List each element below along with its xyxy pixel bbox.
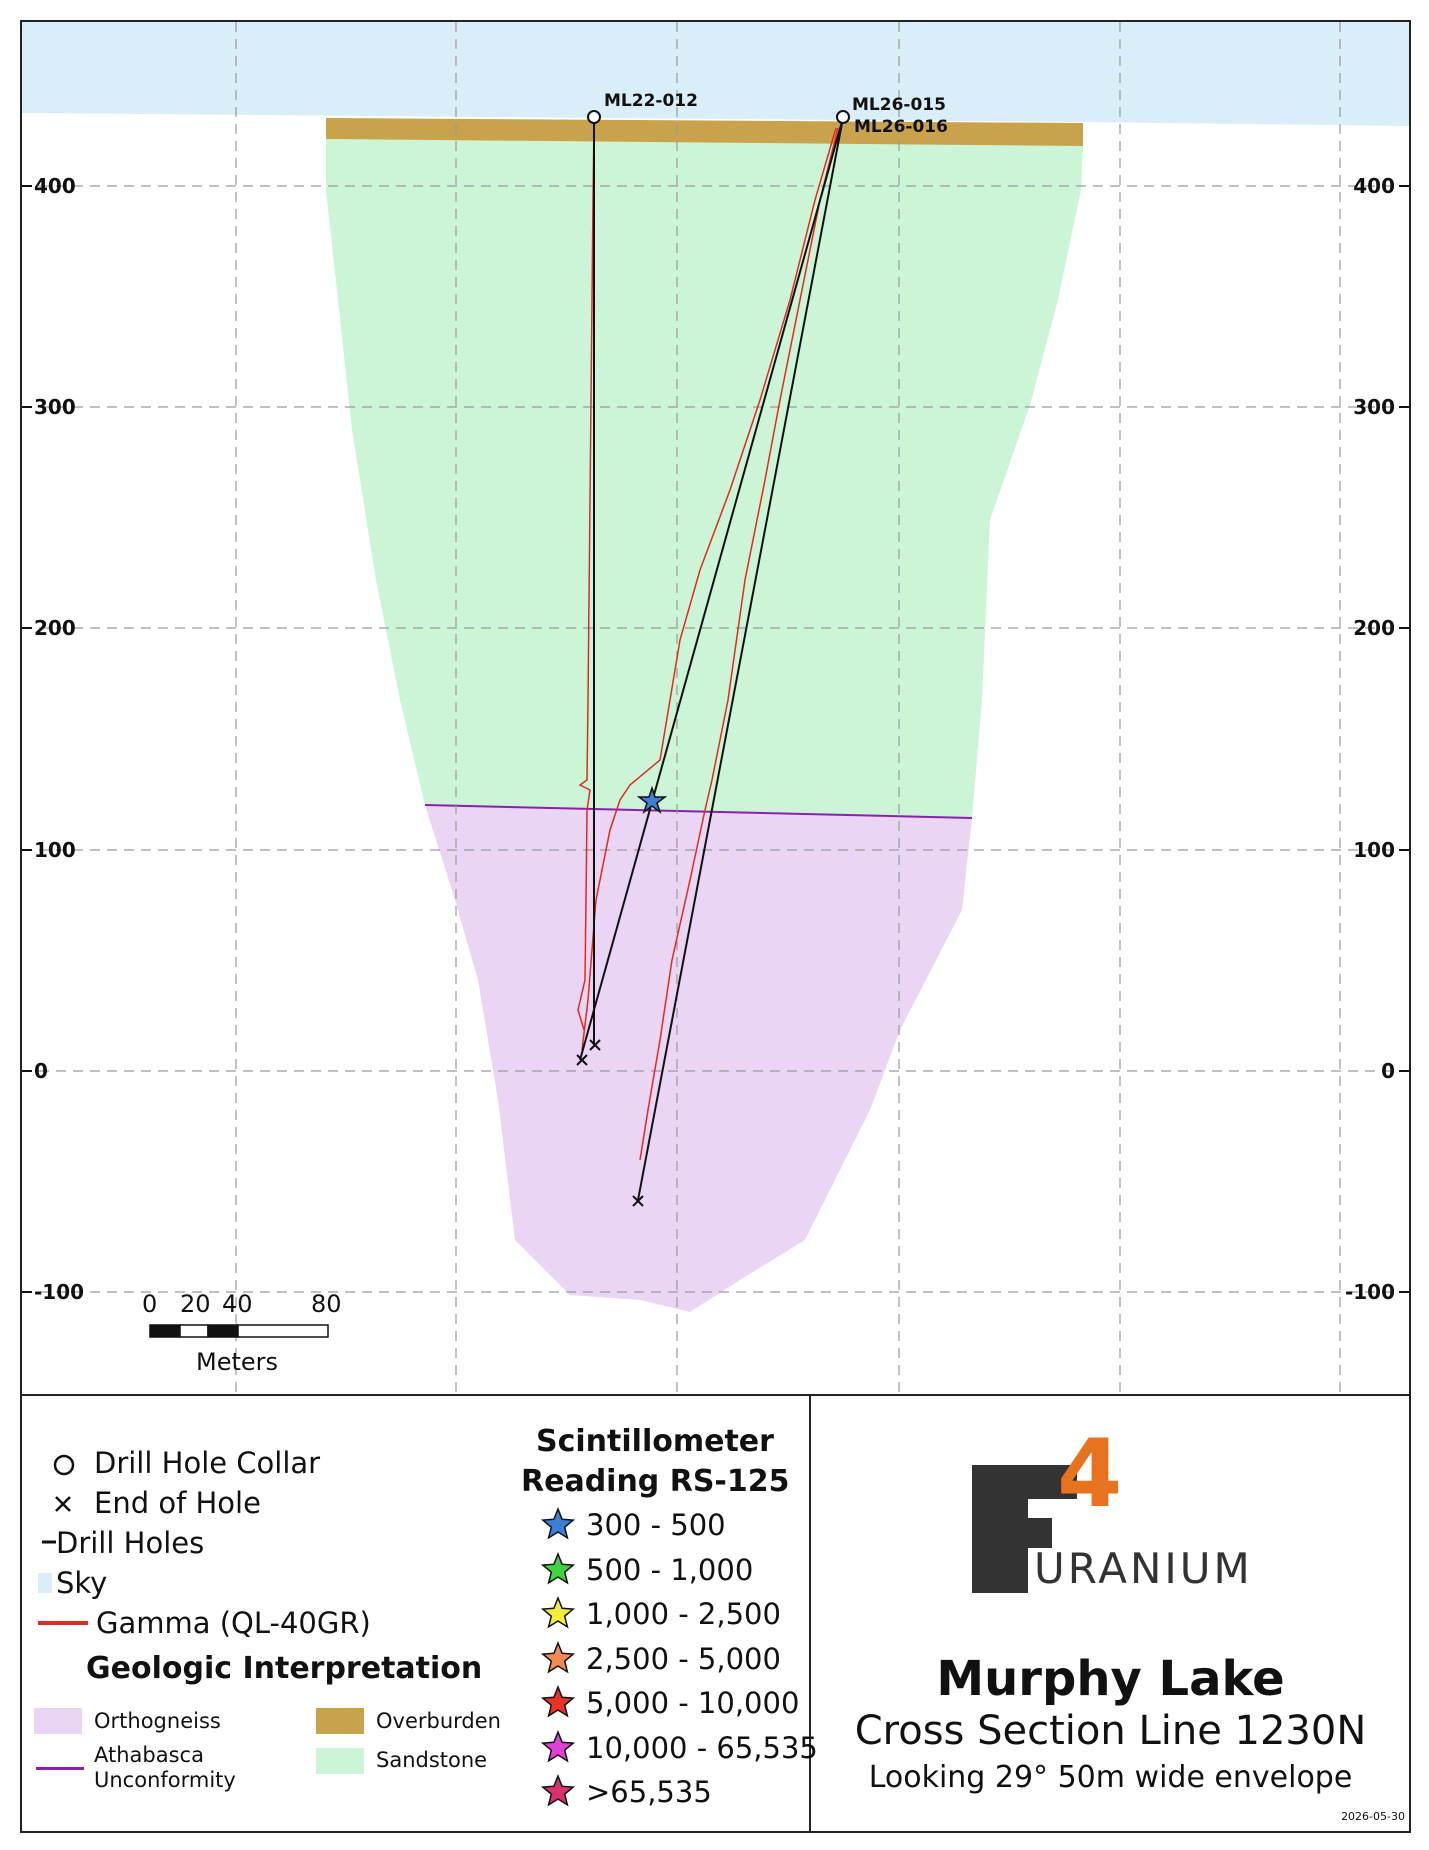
end-of-hole-marks [576, 1039, 644, 1207]
scintillometer-range-label-2: 1,000 - 2,500 [586, 1597, 781, 1631]
scintillometer-range-label-4: 5,000 - 10,000 [586, 1686, 800, 1720]
y-tick-right-300: 300 [1353, 395, 1395, 419]
logo-f-top [972, 1465, 1077, 1499]
legend-sky-icon [38, 1573, 52, 1593]
sandstone-swatch [316, 1748, 364, 1774]
scale-bar [149, 1324, 329, 1338]
scale-tick-80: 80 [311, 1290, 342, 1318]
title-note: Looking 29° 50m wide envelope [868, 1760, 1353, 1795]
drill-hole-label-ml26-016: ML26-016 [854, 117, 948, 137]
unconformity-label-line1: Athabasca [94, 1743, 204, 1767]
y-tick-right-neg100: -100 [1344, 1280, 1395, 1304]
orthogneiss-label: Orthogneiss [94, 1709, 221, 1733]
unconformity-label-line2: Unconformity [94, 1768, 236, 1792]
overburden-label: Overburden [376, 1709, 501, 1733]
scintillometer-title-line1: Scintillometer [536, 1424, 774, 1459]
scintillometer-range-label-3: 2,500 - 5,000 [586, 1641, 781, 1676]
overburden-swatch [316, 1708, 364, 1734]
y-tick-left-200: 200 [34, 616, 76, 640]
logo-f-middle [972, 1518, 1052, 1548]
collar-icon-ml22-012 [587, 110, 601, 124]
collar-icon-ml26 [836, 110, 850, 124]
gamma-trace-ml26-015 [581, 127, 837, 1051]
scale-unit-label: Meters [196, 1348, 279, 1376]
scintillometer-star-icon-3 [540, 1640, 576, 1674]
scintillometer-star-icon-0 [540, 1506, 576, 1540]
title-subtitle: Cross Section Line 1230N [854, 1708, 1367, 1754]
drill-hole-label-ml26-015: ML26-015 [852, 95, 946, 115]
end-of-hole-icon [632, 1195, 644, 1207]
scale-tick-20: 20 [180, 1290, 211, 1318]
y-tick-right-200: 200 [1353, 616, 1395, 640]
scintillometer-star-icon-5 [540, 1729, 576, 1763]
y-tick-right-0: 0 [1381, 1059, 1395, 1083]
drill-hole-ml26-015 [579, 117, 844, 1061]
legend-drill-holes-label: Drill Holes [56, 1526, 205, 1560]
overburden-layer [326, 118, 1083, 146]
legend-end-of-hole-icon [55, 1496, 71, 1512]
gamma-trace-ml26-016 [639, 127, 839, 1161]
scale-tick-0: 0 [142, 1290, 158, 1318]
y-tick-left-0: 0 [34, 1059, 48, 1083]
legend-collar-label: Drill Hole Collar [94, 1446, 321, 1480]
scintillometer-title-line2: Reading RS-125 [521, 1464, 790, 1499]
scintillometer-star-icon-6 [540, 1773, 576, 1807]
gamma-traces [577, 123, 839, 1161]
y-tick-left-100: 100 [34, 838, 76, 862]
scintillometer-star-icon-1 [540, 1551, 576, 1585]
unconformity-swatch [36, 1767, 84, 1770]
drill-hole-ml26-016 [637, 117, 844, 1201]
drill-hole-traces [579, 117, 844, 1201]
grid-lines [22, 22, 1409, 1395]
orthogneiss-swatch [34, 1708, 82, 1734]
title-main: Murphy Lake [936, 1651, 1285, 1707]
legend-collar-icon [53, 1454, 75, 1476]
scintillometer-range-label-1: 500 - 1,000 [586, 1552, 754, 1587]
scale-tick-40: 40 [222, 1290, 253, 1318]
drill-hole-label-ml22-012: ML22-012 [604, 91, 698, 111]
sky-area [22, 22, 1409, 126]
geologic-interpretation-title: Geologic Interpretation [86, 1651, 483, 1686]
logo-wordmark: URANIUM [1034, 1544, 1253, 1593]
map-date: 2026-05-30 [1341, 1810, 1405, 1823]
sandstone-body [326, 139, 1083, 818]
orthogneiss-body [425, 805, 972, 1312]
scintillometer-star-icon-2 [540, 1595, 576, 1629]
scintillometer-range-label-5: 10,000 - 65,535 [586, 1730, 818, 1765]
y-tick-right-100: 100 [1353, 838, 1395, 862]
y-tick-left-neg100: -100 [34, 1280, 85, 1304]
scintillometer-star-icon-4 [540, 1684, 576, 1718]
legend-sky-label: Sky [56, 1566, 108, 1600]
end-of-hole-icon [589, 1039, 601, 1051]
scintillometer-range-label-6: >65,535 [586, 1775, 712, 1809]
y-tick-left-300: 300 [34, 395, 76, 419]
end-of-hole-icon [576, 1054, 588, 1066]
gamma-trace-ml22-012 [577, 123, 595, 1031]
sandstone-label: Sandstone [376, 1748, 488, 1772]
map-frame [20, 20, 1411, 1833]
y-tick-left-400: 400 [34, 174, 76, 198]
tick-marks [22, 185, 1409, 1293]
y-tick-right-400: 400 [1353, 174, 1395, 198]
legend-gamma-label: Gamma (QL-40GR) [96, 1606, 371, 1640]
legend-end-of-hole-label: End of Hole [94, 1486, 261, 1520]
unconformity-line [424, 804, 973, 819]
scintillometer-star-icon [636, 785, 668, 815]
scintillometer-range-label-0: 300 - 500 [586, 1508, 726, 1542]
logo-four: 4 [1057, 1420, 1123, 1529]
